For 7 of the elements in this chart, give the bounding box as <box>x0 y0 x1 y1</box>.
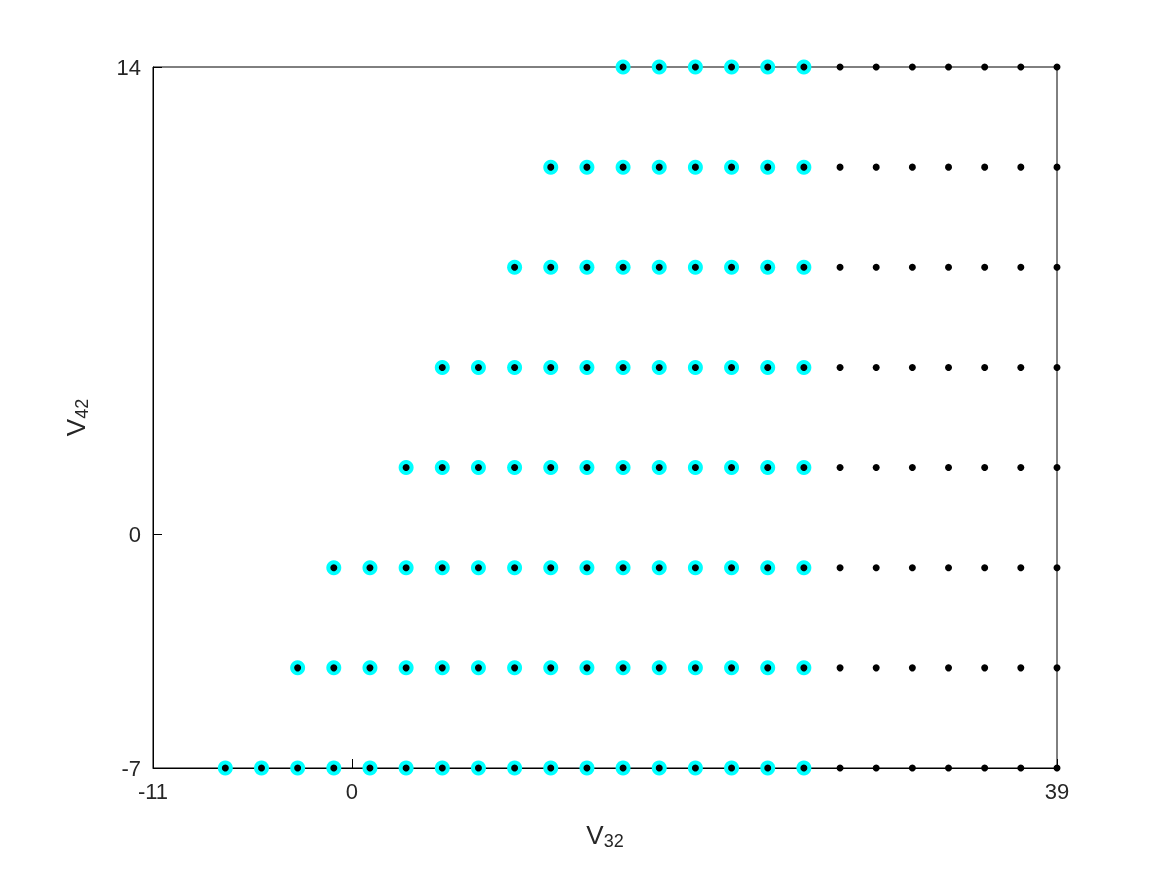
y-axis-title: V42 <box>61 398 92 437</box>
y-tick-label: 0 <box>128 521 141 547</box>
y-tick-label: -7 <box>121 755 141 781</box>
x-tick-label: -11 <box>137 778 169 804</box>
y-tick-label: 14 <box>116 54 141 80</box>
x-tick-label: 0 <box>345 778 359 804</box>
x-tick-label: 39 <box>1044 778 1070 804</box>
